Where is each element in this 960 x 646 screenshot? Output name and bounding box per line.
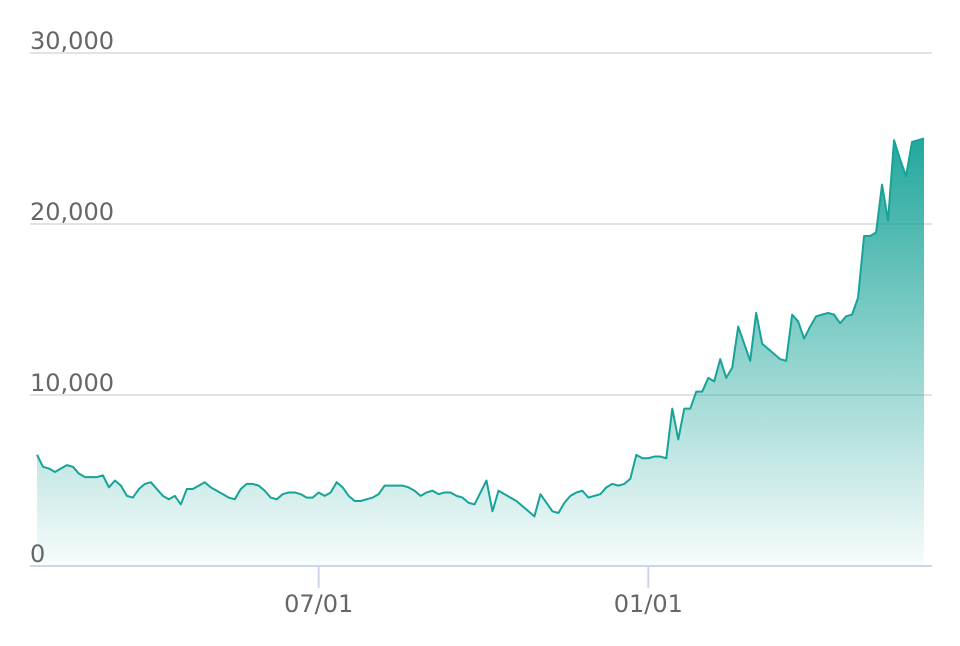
x-tick-label: 01/01 — [614, 590, 683, 618]
y-tick-label: 20,000 — [30, 198, 114, 226]
line — [36, 137, 925, 518]
area — [37, 138, 924, 566]
x-tick-label: 07/01 — [284, 590, 353, 618]
y-tick-label: 10,000 — [30, 369, 114, 397]
y-tick-label: 30,000 — [30, 27, 114, 55]
